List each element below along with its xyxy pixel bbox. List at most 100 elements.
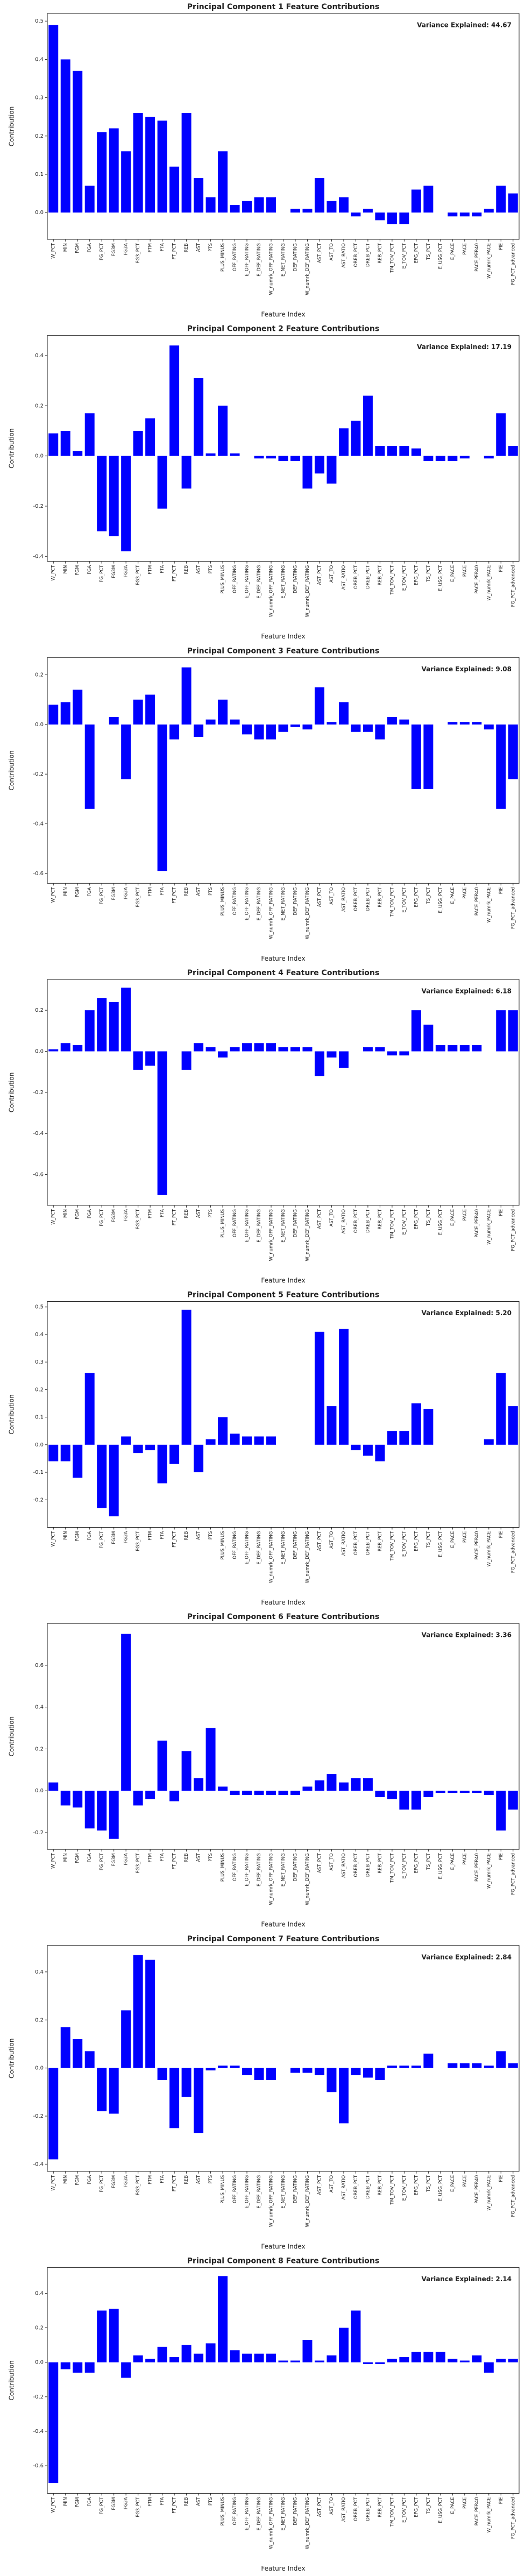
- bar: [254, 197, 264, 213]
- x-tick-label: FTM: [148, 1853, 153, 1862]
- x-tick-label: DEF_RATING: [293, 1531, 298, 1559]
- x-tick-label: W_numrk_DEF_RATING: [305, 1853, 310, 1905]
- chart-title: Principal Component 7 Feature Contributi…: [187, 1935, 379, 1943]
- x-tick-label: PLUS_MINUS: [221, 2175, 226, 2204]
- x-tick-label: FG_PCT: [100, 1531, 105, 1549]
- bar: [363, 1444, 373, 1456]
- y-tick-label: 0.2: [35, 1387, 44, 1393]
- x-tick-label: FGA: [87, 1531, 93, 1540]
- y-tick-label: 0.1: [35, 1415, 44, 1421]
- bar: [387, 717, 397, 725]
- bar: [496, 1373, 506, 1445]
- x-tick-label: FG_PCT_advanced: [510, 2175, 516, 2217]
- y-tick-label: 0.4: [35, 353, 44, 359]
- x-tick-label: DREB_PCT: [365, 1209, 371, 1233]
- x-tick-label: FTM: [148, 1531, 153, 1541]
- bar: [302, 209, 313, 213]
- chart-title: Principal Component 3 Feature Contributi…: [187, 647, 379, 655]
- plot-frame: [47, 1623, 520, 1850]
- x-tick-label: REB: [184, 2175, 189, 2184]
- bar: [314, 178, 324, 213]
- x-tick-label: PACE_PER40: [474, 1531, 480, 1560]
- x-tick-label: E_DEF_RATING: [257, 1531, 262, 1565]
- bar: [121, 456, 131, 551]
- bar: [84, 2051, 95, 2068]
- bar: [327, 722, 337, 725]
- bar: [194, 378, 204, 456]
- x-tick-label: FG3M: [111, 1853, 117, 1866]
- x-tick-label: EFG_PCT: [414, 1531, 419, 1551]
- bar: [133, 699, 143, 725]
- bar: [363, 724, 373, 732]
- bar: [60, 59, 70, 213]
- x-tick-label: PIE: [499, 565, 504, 572]
- x-tick-label: E_PACE: [450, 1853, 456, 1870]
- y-tick-label: 0.2: [35, 403, 44, 409]
- bar: [302, 1786, 313, 1791]
- bar: [278, 456, 288, 461]
- x-tick-label: W_PCT: [51, 243, 56, 259]
- y-tick-label: 0.2: [35, 2325, 44, 2331]
- x-tick-label: E_DEF_RATING: [257, 1853, 262, 1886]
- x-axis-label: Feature Index: [261, 1276, 305, 1284]
- bar: [266, 1791, 276, 1796]
- x-tick-label: W_numrk_PACE: [486, 2497, 492, 2532]
- bar: [169, 2357, 180, 2362]
- bar: [448, 212, 458, 217]
- x-tick-label: E_DEF_RATING: [257, 2497, 262, 2530]
- bar: [133, 1051, 143, 1070]
- x-tick-label: TS_PCT: [426, 1853, 431, 1870]
- x-tick-label: W_PCT: [51, 1209, 56, 1225]
- bar: [218, 1051, 228, 1058]
- x-tick-label: REB: [184, 1531, 189, 1540]
- bar: [266, 456, 276, 459]
- x-tick-label: EFG_PCT: [414, 2175, 419, 2195]
- bar: [423, 1791, 434, 1797]
- bar: [109, 128, 119, 213]
- bar: [363, 395, 373, 456]
- bar: [472, 1791, 482, 1793]
- bar: [314, 1331, 324, 1445]
- bar: [218, 406, 228, 456]
- y-tick-label: -0.4: [33, 821, 44, 827]
- bar: [181, 2068, 191, 2097]
- plot-frame: [47, 2267, 520, 2494]
- plot-frame: [47, 1945, 520, 2172]
- bar: [266, 2068, 276, 2080]
- x-tick-label: AST_RATIO: [341, 1209, 346, 1234]
- bar: [205, 2068, 216, 2071]
- x-tick-label: W_PCT: [51, 2497, 56, 2513]
- x-tick-label: PLUS_MINUS: [221, 1209, 226, 1238]
- y-tick-label: 0.0: [35, 1788, 44, 1794]
- bar: [73, 2362, 83, 2373]
- x-tick-label: FG_PCT: [100, 2175, 105, 2192]
- x-tick-label: E_OFF_RATING: [245, 565, 250, 599]
- x-tick-label: PACE: [462, 2175, 467, 2187]
- x-tick-label: PTS: [208, 565, 214, 574]
- y-tick-label: -0.6: [33, 2463, 44, 2469]
- bar: [109, 717, 119, 725]
- x-tick-label: OFF_RATING: [232, 2175, 238, 2203]
- bar: [290, 1791, 300, 1796]
- x-tick-label: FGA: [87, 243, 93, 252]
- x-tick-label: E_OFF_RATING: [245, 1209, 250, 1243]
- bar: [194, 1778, 204, 1791]
- x-tick-label: W_numrk_OFF_RATING: [269, 2175, 274, 2227]
- x-tick-label: FG3M: [111, 243, 117, 256]
- x-tick-label: W_numrk_OFF_RATING: [269, 1209, 274, 1261]
- y-tick-label: -0.4: [33, 1131, 44, 1137]
- bar: [169, 724, 180, 740]
- x-tick-label: FG3A: [124, 565, 129, 577]
- x-tick-label: PACE: [462, 1853, 467, 1865]
- bar: [399, 719, 409, 725]
- x-tick-label: AST_RATIO: [341, 887, 346, 912]
- bar: [97, 998, 107, 1052]
- bar: [508, 2063, 518, 2068]
- x-axis-label: Feature Index: [261, 2565, 305, 2572]
- bar: [133, 1955, 143, 2068]
- x-tick-label: FTM: [148, 887, 153, 896]
- bar: [84, 1010, 95, 1052]
- bar: [302, 1047, 313, 1052]
- bar: [169, 1791, 180, 1801]
- x-tick-label: FG_PCT_advanced: [510, 565, 516, 607]
